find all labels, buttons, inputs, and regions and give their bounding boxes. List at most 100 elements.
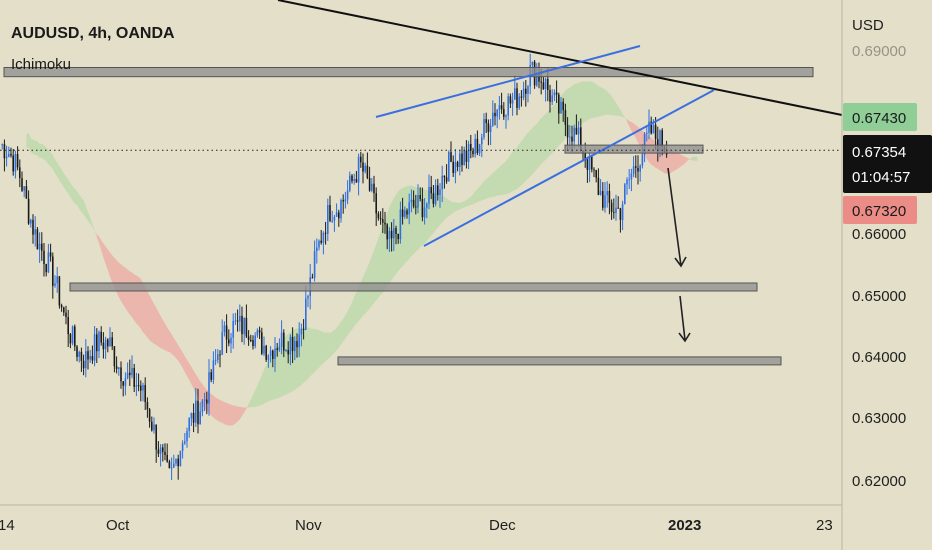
candle-body — [102, 342, 105, 350]
candle-body — [300, 328, 303, 335]
candle-body — [555, 92, 558, 95]
candle-body — [155, 424, 157, 450]
candle-body — [256, 330, 259, 336]
candle-body — [25, 186, 28, 199]
candle-body — [360, 156, 362, 163]
cloud-segment — [690, 156, 698, 161]
candle-body — [648, 121, 650, 133]
candle-body — [120, 367, 122, 382]
candle-body — [12, 155, 14, 172]
candle-body — [375, 193, 377, 214]
candle-body — [3, 144, 6, 159]
candle-body — [404, 210, 406, 217]
candle-body — [49, 252, 52, 257]
candle-body — [564, 110, 567, 125]
candle-body — [8, 153, 10, 157]
candle-body — [71, 326, 74, 344]
candle-body — [208, 372, 210, 404]
candle-body — [254, 335, 256, 347]
candle-body — [34, 229, 36, 235]
descending-trendline — [277, 0, 843, 116]
candle-body — [320, 240, 322, 243]
candle-body — [610, 202, 613, 212]
cloud-segment — [26, 133, 97, 238]
candle-body — [316, 247, 318, 252]
candle-body — [45, 264, 47, 273]
candle-body — [67, 317, 69, 335]
candle-body — [595, 170, 597, 178]
candle-body — [474, 138, 476, 155]
candle-body — [661, 130, 663, 148]
candle-body — [487, 123, 490, 132]
indicator-label[interactable]: Ichimoku — [11, 56, 71, 73]
candle-body — [206, 399, 208, 404]
candle-body — [47, 252, 50, 273]
candle-body — [291, 336, 294, 352]
candle-body — [525, 88, 527, 94]
candle-body — [624, 184, 626, 205]
candle-body — [56, 276, 58, 284]
candle-body — [494, 112, 496, 117]
candle-body — [329, 205, 331, 221]
candle-body — [170, 467, 173, 469]
candle-body — [401, 209, 404, 217]
candle-body — [107, 339, 109, 347]
candle-body — [503, 109, 505, 117]
candle-body — [135, 385, 138, 387]
candle-body — [646, 132, 648, 134]
candle-body — [443, 175, 446, 178]
candle-body — [100, 331, 102, 343]
candle-body — [69, 334, 72, 344]
candle-body — [263, 345, 265, 354]
candle-body — [307, 296, 309, 299]
candle-body — [518, 96, 520, 108]
candle-body — [560, 101, 562, 114]
candle-body — [562, 101, 564, 111]
candle-body — [626, 179, 628, 185]
candle-body — [580, 127, 582, 151]
candle-body — [239, 315, 241, 322]
candle-body — [129, 372, 131, 376]
candle-body — [157, 449, 160, 454]
candle-body — [406, 210, 408, 215]
candle-body — [16, 154, 19, 168]
candle-body — [628, 179, 630, 181]
candle-body — [241, 315, 243, 335]
candle-body — [652, 124, 655, 134]
candle-body — [608, 191, 611, 203]
candle-body — [588, 155, 591, 170]
candle-body — [498, 105, 501, 110]
price-tick-5: 0.62000 — [852, 473, 906, 490]
candle-body — [606, 191, 608, 196]
candle-body — [236, 320, 239, 322]
candle-body — [80, 351, 83, 361]
candle-body — [258, 330, 261, 333]
candle-body — [632, 166, 635, 174]
candle-body — [228, 339, 230, 344]
candle-body — [302, 328, 305, 330]
candle-body — [115, 366, 118, 369]
time-tick-oct: Oct — [106, 517, 130, 534]
candle-body — [85, 351, 87, 369]
candle-body — [63, 307, 65, 313]
candle-body — [613, 211, 615, 213]
candle-body — [430, 187, 432, 194]
candle-body — [338, 212, 340, 219]
candle-body — [331, 220, 333, 222]
candle-body — [507, 96, 509, 116]
candle-body — [140, 385, 142, 391]
price-label-lower — [843, 196, 917, 224]
symbol-title[interactable]: AUDUSD, 4h, OANDA — [11, 25, 175, 42]
drawings — [0, 0, 843, 343]
candle-body — [192, 413, 195, 423]
candle-body — [148, 409, 151, 422]
candle-body — [357, 156, 360, 183]
down-arrow-1 — [667, 167, 687, 268]
candle-body — [637, 167, 639, 172]
candle-body — [509, 96, 512, 104]
candles — [1, 53, 668, 480]
candle-body — [113, 346, 116, 367]
candle-body — [591, 155, 593, 170]
